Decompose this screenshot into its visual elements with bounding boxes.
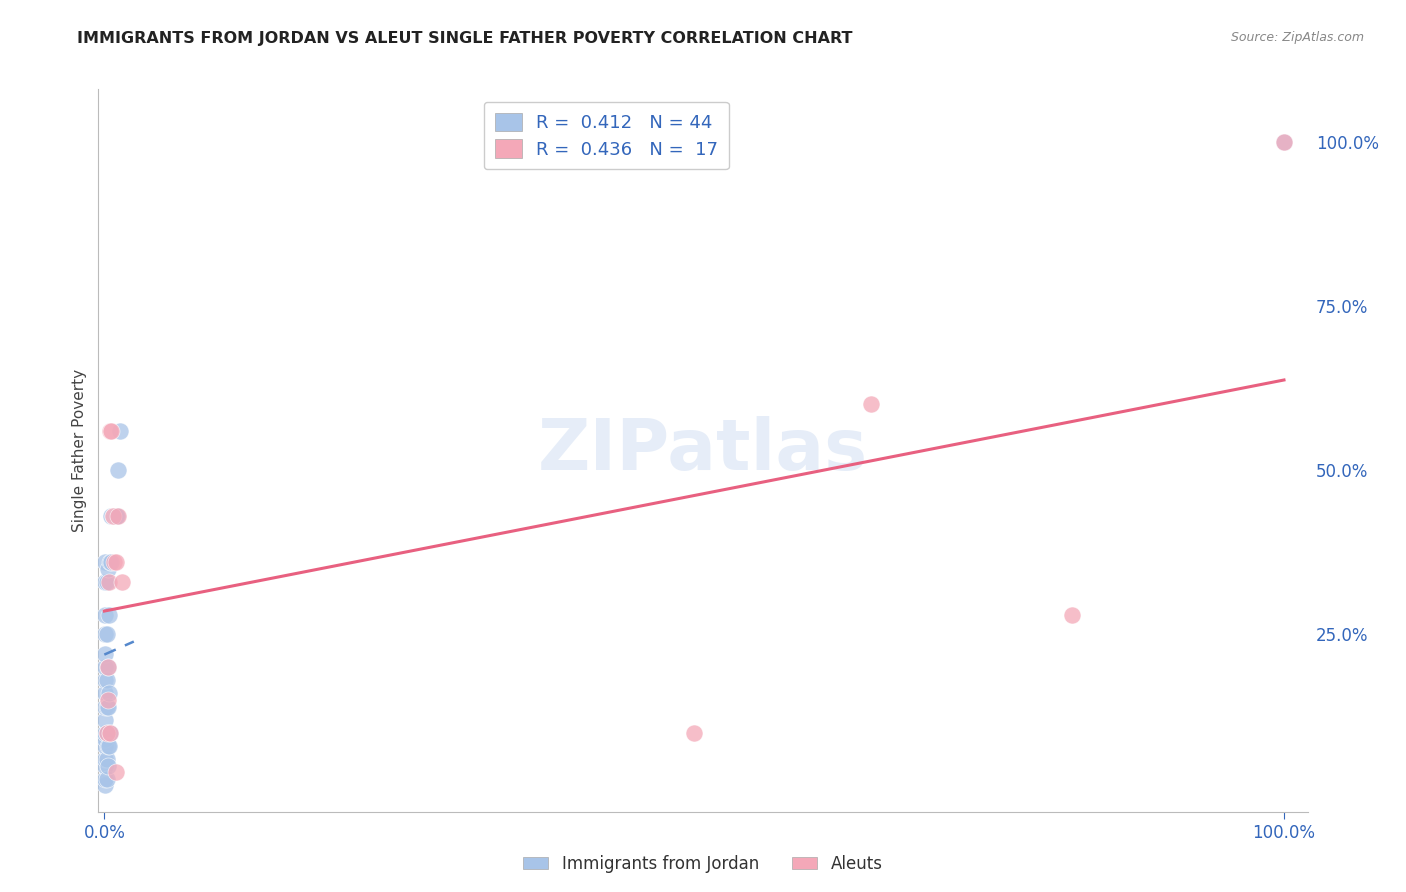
Point bbox=[96, 726, 118, 740]
Point bbox=[94, 739, 117, 753]
Point bbox=[94, 752, 117, 766]
Point bbox=[96, 574, 118, 589]
Point bbox=[105, 509, 128, 524]
Point bbox=[105, 765, 128, 780]
Point bbox=[94, 699, 117, 714]
Point bbox=[97, 758, 120, 772]
Point bbox=[1272, 135, 1295, 149]
Point bbox=[860, 397, 883, 411]
Point bbox=[98, 607, 121, 622]
Point bbox=[94, 686, 117, 700]
Point bbox=[97, 699, 120, 714]
Point bbox=[94, 758, 117, 772]
Point bbox=[97, 660, 120, 674]
Point bbox=[97, 739, 120, 753]
Point bbox=[97, 693, 120, 707]
Point bbox=[98, 739, 121, 753]
Point bbox=[94, 574, 117, 589]
Point bbox=[101, 509, 124, 524]
Point bbox=[107, 509, 129, 524]
Point bbox=[105, 555, 128, 569]
Point bbox=[96, 752, 118, 766]
Text: ZIPatlas: ZIPatlas bbox=[538, 416, 868, 485]
Point bbox=[683, 726, 706, 740]
Point bbox=[98, 726, 121, 740]
Point bbox=[94, 660, 117, 674]
Point bbox=[94, 713, 117, 727]
Point bbox=[96, 772, 118, 786]
Point bbox=[98, 726, 121, 740]
Point bbox=[100, 424, 122, 438]
Point bbox=[96, 726, 118, 740]
Text: IMMIGRANTS FROM JORDAN VS ALEUT SINGLE FATHER POVERTY CORRELATION CHART: IMMIGRANTS FROM JORDAN VS ALEUT SINGLE F… bbox=[77, 31, 853, 46]
Point bbox=[108, 424, 131, 438]
Point bbox=[98, 555, 121, 569]
Point bbox=[94, 779, 117, 793]
Legend: R =  0.412   N = 44, R =  0.436   N =  17: R = 0.412 N = 44, R = 0.436 N = 17 bbox=[484, 102, 728, 169]
Point bbox=[100, 555, 122, 569]
Point bbox=[103, 555, 125, 569]
Point bbox=[111, 574, 134, 589]
Point bbox=[105, 509, 128, 524]
Point bbox=[94, 555, 117, 569]
Point bbox=[94, 627, 117, 641]
Point bbox=[1272, 135, 1295, 149]
Point bbox=[96, 699, 118, 714]
Point bbox=[1060, 607, 1083, 622]
Point bbox=[94, 772, 117, 786]
Point bbox=[101, 509, 124, 524]
Point bbox=[103, 509, 125, 524]
Text: Source: ZipAtlas.com: Source: ZipAtlas.com bbox=[1230, 31, 1364, 45]
Point bbox=[96, 627, 118, 641]
Point bbox=[98, 574, 121, 589]
Point bbox=[94, 673, 117, 688]
Point bbox=[94, 726, 117, 740]
Y-axis label: Single Father Poverty: Single Father Poverty bbox=[72, 369, 87, 532]
Point bbox=[98, 686, 121, 700]
Point bbox=[100, 509, 122, 524]
Point bbox=[97, 660, 120, 674]
Point bbox=[94, 647, 117, 661]
Legend: Immigrants from Jordan, Aleuts: Immigrants from Jordan, Aleuts bbox=[517, 848, 889, 880]
Point bbox=[96, 673, 118, 688]
Point bbox=[94, 607, 117, 622]
Point bbox=[98, 424, 121, 438]
Point bbox=[107, 463, 129, 477]
Point bbox=[97, 562, 120, 576]
Point bbox=[94, 732, 117, 747]
Point bbox=[104, 509, 127, 524]
